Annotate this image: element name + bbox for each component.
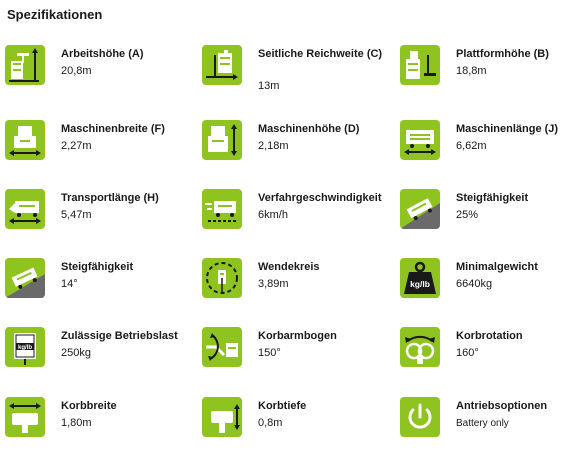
platform-capacity-icon: kg/lb	[5, 327, 45, 367]
spec-basket-rotation: Korbrotation 160°	[400, 327, 561, 371]
side-reach-icon	[202, 45, 242, 85]
spec-value: 5,47m	[61, 209, 92, 221]
spec-label: Maschinenhöhe (D)	[258, 123, 360, 135]
spec-label: Korbtiefe	[258, 400, 307, 412]
spec-label: Arbeitshöhe (A)	[61, 48, 144, 60]
spec-label: Minimalgewicht	[456, 261, 538, 273]
spec-label: Korbrotation	[456, 330, 523, 342]
spec-value: 150°	[258, 347, 281, 359]
spec-label: Plattformhöhe (B)	[456, 48, 549, 60]
spec-label: Antriebsoptionen	[456, 400, 548, 412]
spec-value: 6640kg	[456, 278, 493, 290]
machine-height-icon	[202, 120, 242, 160]
spec-value: 2,27m	[61, 140, 92, 152]
spec-label: Maschinenlänge (J)	[456, 123, 559, 135]
spec-power-option: Antriebsoptionen Battery only	[400, 397, 561, 441]
basket-rotation-icon	[400, 327, 440, 367]
spec-label: Steigfähigkeit	[456, 192, 529, 204]
spec-label: Korbarmbogen	[258, 330, 337, 342]
spec-basket-depth: Korbtiefe 0,8m	[202, 397, 382, 441]
spec-working-height: Arbeitshöhe (A) 20,8m	[5, 45, 185, 89]
spec-transport-length: Transportlänge (H) 5,47m	[5, 189, 185, 233]
spec-gradeability-percent: Steigfähigkeit 25%	[400, 189, 561, 233]
spec-label: Verfahrgeschwindigkeit	[258, 192, 382, 204]
transport-length-icon	[5, 189, 45, 229]
spec-minimum-weight: kg/lb Minimalgewicht 6640kg	[400, 258, 561, 302]
spec-label: Transportlänge (H)	[61, 192, 159, 204]
travel-speed-icon	[202, 189, 242, 229]
spec-label: Wendekreis	[258, 261, 320, 273]
spec-platform-capacity: kg/lb Zulässige Betriebslast 250kg	[5, 327, 185, 371]
spec-value: Battery only	[456, 418, 509, 429]
machine-width-icon	[5, 120, 45, 160]
gradeability-percent-icon	[400, 189, 440, 229]
spec-value: 250kg	[61, 347, 91, 359]
spec-side-reach: Seitliche Reichweite (C) 13m	[202, 45, 382, 92]
spec-gradeability-degree: Steigfähigkeit 14°	[5, 258, 185, 302]
spec-value: 14°	[61, 278, 78, 290]
gradeability-degree-icon	[5, 258, 45, 298]
spec-value: 160°	[456, 347, 479, 359]
spec-value: 13m	[258, 80, 280, 92]
spec-turning-radius: Wendekreis 3,89m	[202, 258, 382, 302]
weight-icon-text: kg/lb	[410, 279, 430, 289]
spec-value: 0,8m	[258, 417, 283, 429]
spec-label: Korbbreite	[61, 400, 117, 412]
spec-label: Seitliche Reichweite (C)	[258, 48, 383, 60]
spec-value: 6km/h	[258, 209, 288, 221]
spec-value: 18,8m	[456, 65, 487, 77]
spec-machine-length: Maschinenlänge (J) 6,62m	[400, 120, 561, 164]
spec-value: 2,18m	[258, 140, 289, 152]
platform-capacity-icon-text: kg/lb	[18, 345, 32, 351]
spec-label: Zulässige Betriebslast	[61, 330, 178, 342]
working-height-icon	[5, 45, 45, 85]
spec-label: Maschinenbreite (F)	[61, 123, 165, 135]
spec-value: 3,89m	[258, 278, 289, 290]
platform-height-icon	[400, 45, 440, 85]
section-title: Spezifikationen	[7, 7, 103, 22]
weight-icon: kg/lb	[400, 258, 440, 298]
basket-depth-icon	[202, 397, 242, 437]
power-option-icon	[400, 397, 440, 437]
spec-value: 20,8m	[61, 65, 92, 77]
spec-value: 1,80m	[61, 417, 92, 429]
machine-length-icon	[400, 120, 440, 160]
spec-value: 25%	[456, 209, 479, 221]
spec-platform-height: Plattformhöhe (B) 18,8m	[400, 45, 561, 89]
spec-machine-width: Maschinenbreite (F) 2,27m	[5, 120, 185, 164]
spec-label: Steigfähigkeit	[61, 261, 134, 273]
turning-radius-icon	[202, 258, 242, 298]
basket-width-icon	[5, 397, 45, 437]
spec-travel-speed: Verfahrgeschwindigkeit 6km/h	[202, 189, 382, 233]
spec-basket-width: Korbbreite 1,80m	[5, 397, 185, 441]
spec-value: 6,62m	[456, 140, 487, 152]
spec-machine-height: Maschinenhöhe (D) 2,18m	[202, 120, 382, 164]
jib-articulation-icon	[202, 327, 242, 367]
spec-jib-articulation: Korbarmbogen 150°	[202, 327, 382, 371]
